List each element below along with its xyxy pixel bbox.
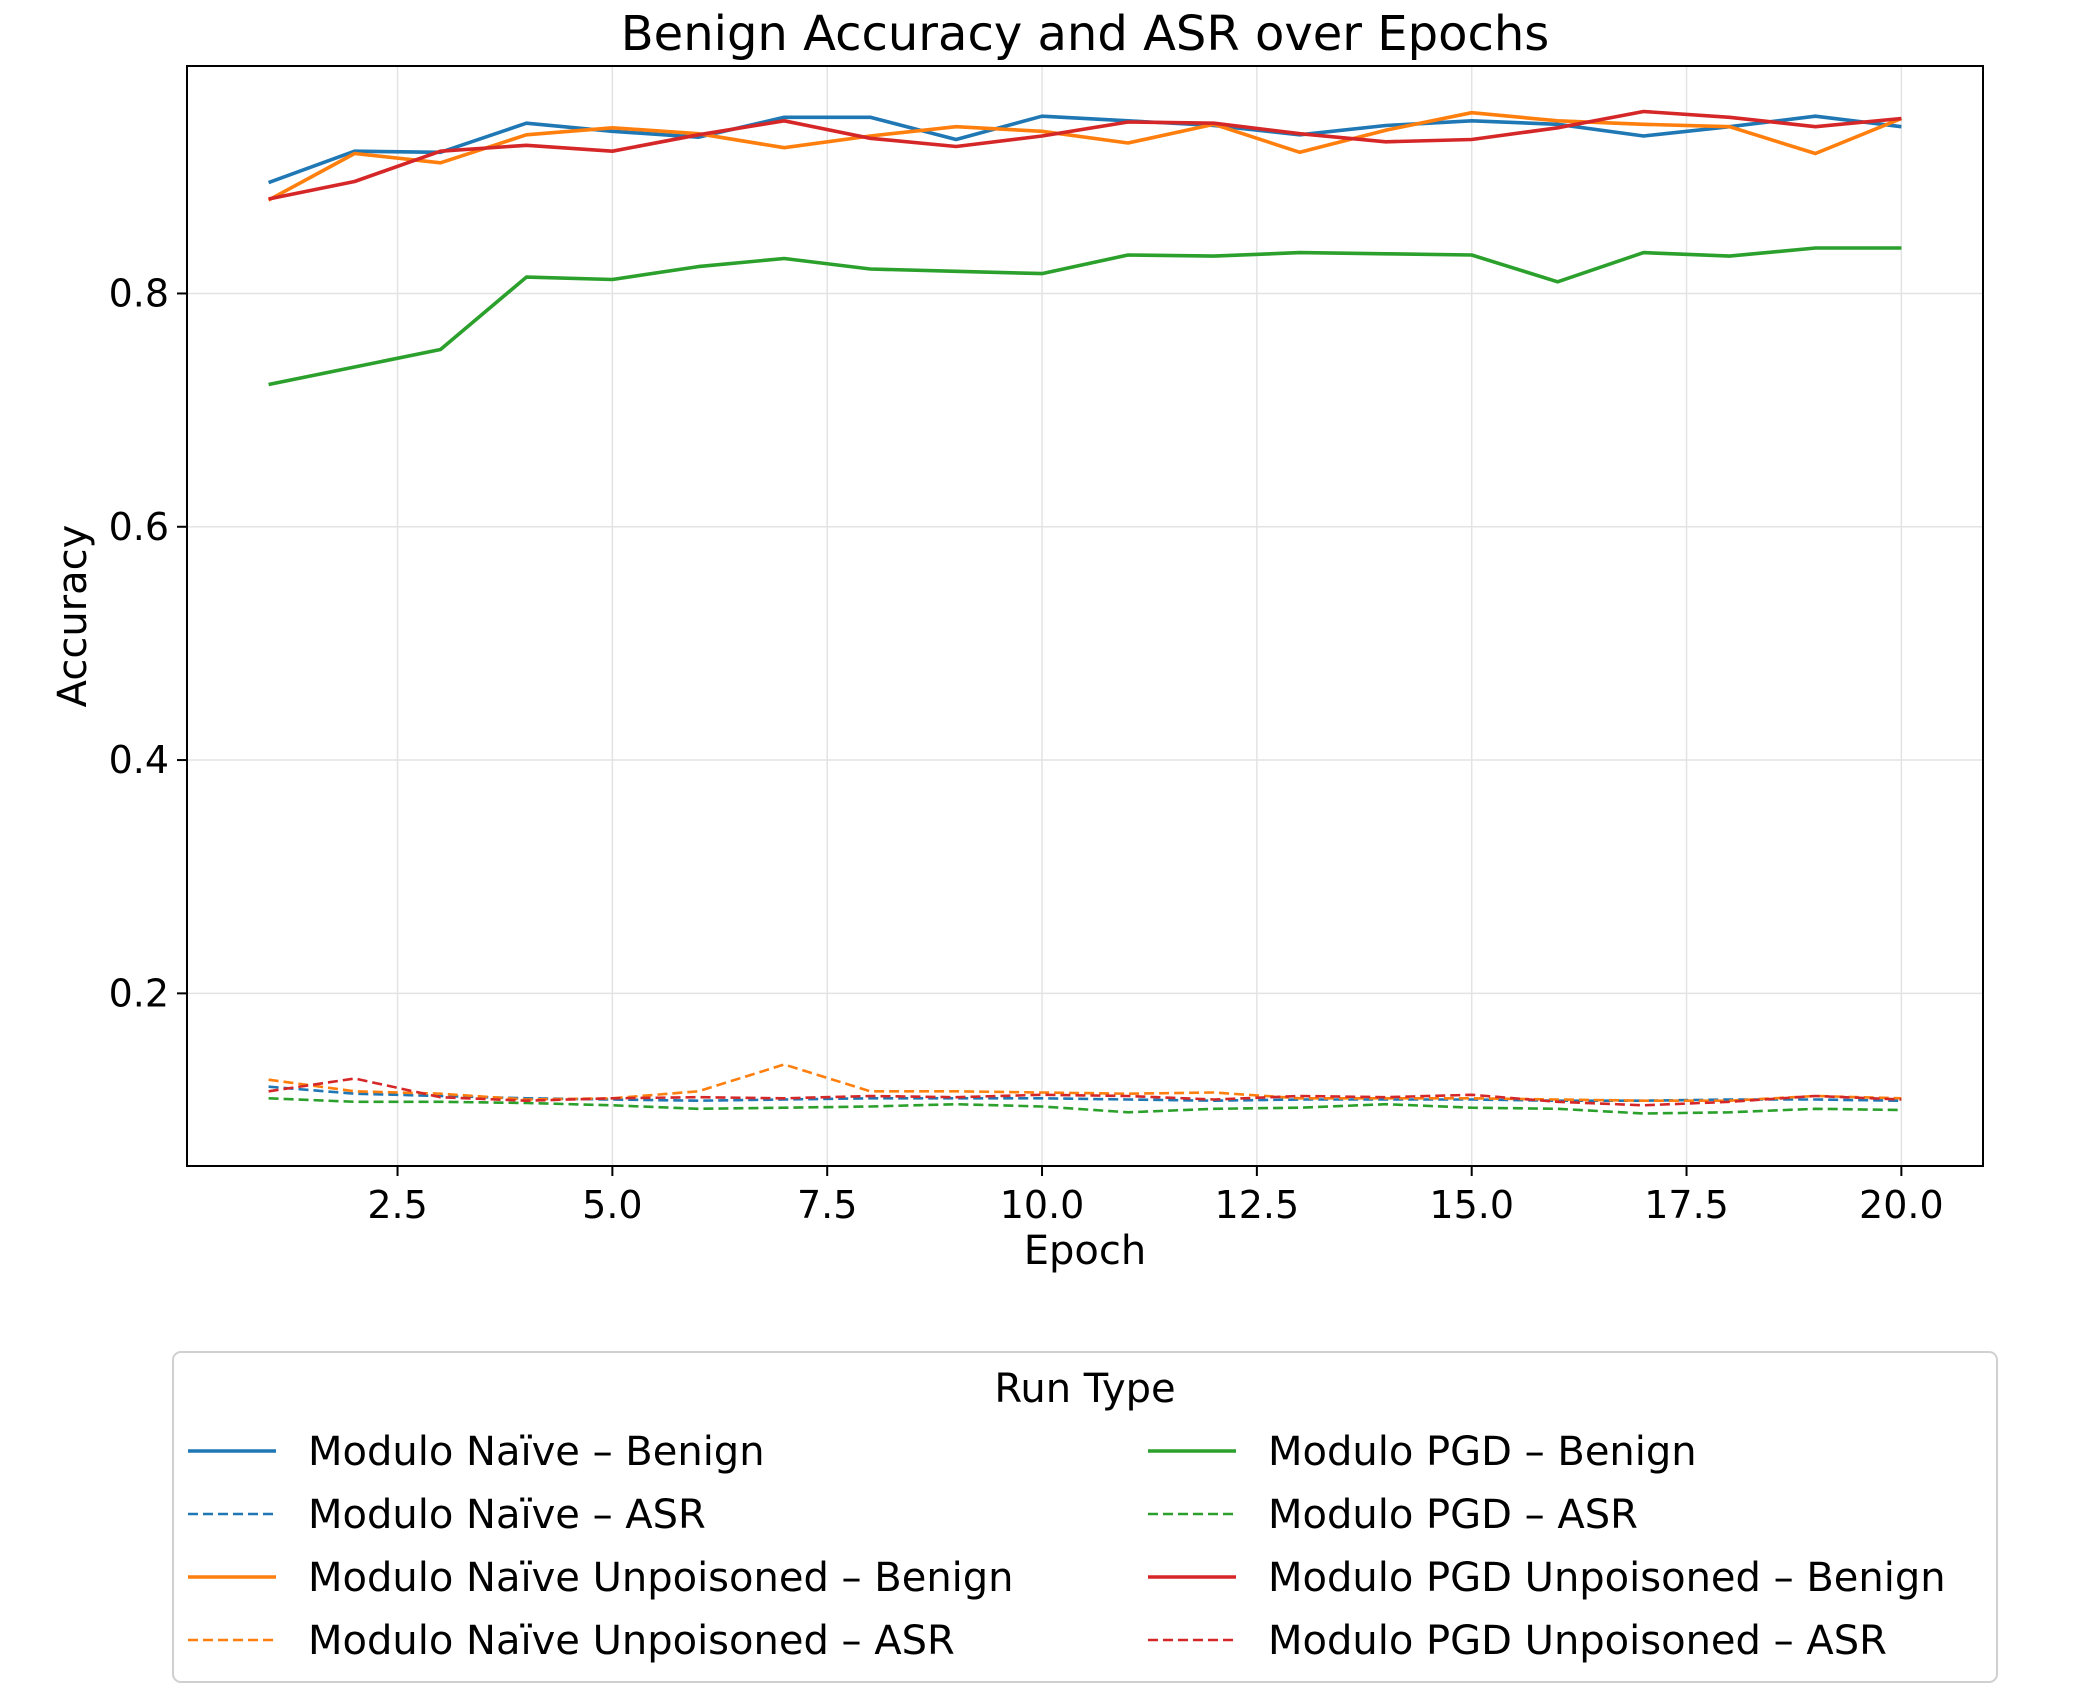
y-tick-label: 0.2 [109,971,169,1015]
x-tick-label: 7.5 [797,1183,857,1227]
x-tick-label: 5.0 [582,1183,642,1227]
y-tick-label: 0.4 [109,738,169,782]
plot-lines [267,109,1903,1115]
y-tick-label: 0.6 [109,505,169,549]
series-line [267,114,1902,185]
legend-label: Modulo PGD Unpoisoned – Benign [1268,1555,1946,1601]
legend-label: Modulo Naïve – ASR [308,1492,706,1538]
y-axis: 0.2 0.4 0.6 0.8 [109,271,187,1015]
legend-title: Run Type [994,1366,1175,1412]
series-line [268,1077,1902,1107]
legend-label: Modulo PGD – ASR [1268,1492,1638,1538]
x-tick-label: 20.0 [1859,1183,1944,1227]
legend-label: Modulo Naïve Unpoisoned – Benign [308,1555,1014,1601]
legend-label: Modulo PGD – Benign [1268,1429,1697,1475]
series-line [267,110,1903,202]
x-tick-label: 2.5 [367,1183,427,1227]
legend-items: Modulo Naïve – Benign Modulo Naïve – ASR M… [188,1429,1946,1664]
x-tick-label: 15.0 [1429,1183,1514,1227]
legend-box [172,1351,1998,1683]
y-axis-label: Accuracy [50,525,96,708]
series-line [268,246,1902,387]
legend-label: Modulo PGD Unpoisoned – ASR [1268,1618,1887,1664]
chart-title: Benign Accuracy and ASR over Epochs [621,6,1550,62]
legend-label: Modulo Naïve – Benign [308,1429,765,1475]
x-tick-label: 17.5 [1644,1183,1729,1227]
x-tick-label: 10.0 [1000,1183,1085,1227]
y-tick-label: 0.8 [109,271,169,315]
legend-label: Modulo Naïve Unpoisoned – ASR [308,1618,955,1664]
x-axis-label: Epoch [1024,1228,1146,1274]
series-line [268,1097,1902,1115]
x-tick-label: 12.5 [1215,1183,1300,1227]
x-axis: 2.5 5.0 7.5 10.0 12.5 15.0 17.5 20.0 [367,1166,1944,1227]
series-line [268,109,1902,201]
plot-frame [186,65,1984,1167]
